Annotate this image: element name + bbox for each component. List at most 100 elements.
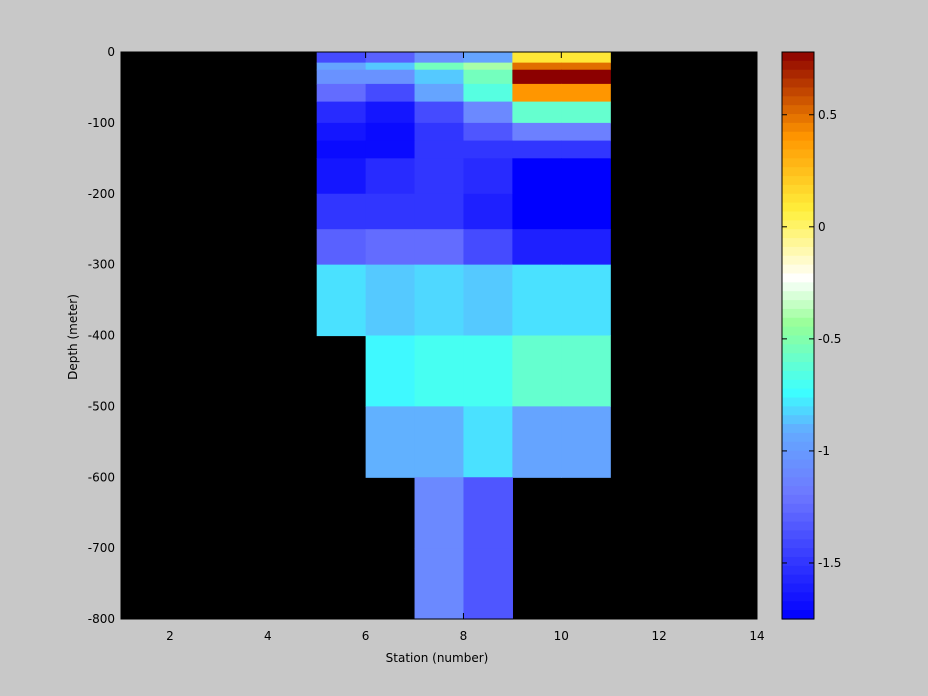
heatmap-cell [561,158,611,195]
x-tick-label: 12 [652,629,667,643]
heatmap-cell [463,122,513,142]
colorbar-step [782,60,814,71]
heatmap-cell [463,69,513,85]
colorbar-step [782,96,814,106]
heatmap-cell [512,101,562,124]
colorbar-step [782,184,814,195]
colorbar-step [782,131,814,142]
x-tick-label: 2 [166,629,174,643]
colorbar-step [782,353,814,363]
colorbar-step [782,539,814,549]
heatmap-cell [316,140,367,159]
heatmap-cell [561,335,611,407]
heatmap-cell [463,83,513,103]
heatmap-cell [365,335,416,407]
heatmap-cell [463,101,513,124]
heatmap-cell [463,406,513,478]
colorbar-step [782,300,814,310]
colorbar-tick-label: -1.5 [818,556,841,570]
heatmap-cell [512,335,562,407]
colorbar-step [782,583,814,594]
heatmap-cell [414,62,465,71]
heatmap-cell [414,229,465,266]
colorbar-step [782,459,814,469]
heatmap-cell [316,52,367,64]
heatmap-cell [414,83,465,103]
heatmap-cell [316,264,367,337]
heatmap-cell [561,69,611,85]
colorbar-step [782,503,814,514]
colorbar-step [782,477,814,487]
x-tick-label: 8 [460,629,468,643]
heatmap-cell [561,62,611,71]
heatmap-cell [512,62,562,71]
colorbar-step [782,69,814,80]
heatmap-cell [561,264,611,337]
colorbar-step [782,397,814,407]
heatmap-cell [316,83,367,103]
heatmap-cell [512,69,562,85]
colorbar-step [782,379,814,390]
colorbar-step [782,202,814,213]
heatmap-cell [463,548,513,620]
heatmap-cells [121,52,757,620]
y-axis-ticks: 0 -100 -200 -300 -400 -500 -600 -700 -800 [88,45,757,626]
colorbar-step [782,486,814,496]
colorbar-step [782,105,814,115]
heatmap-cell [561,101,611,124]
colorbar-step [782,415,814,425]
heatmap-cell [512,406,562,478]
heatmap-cell [414,406,465,478]
colorbar-step [782,140,814,151]
heatmap-cell [365,158,416,195]
colorbar-step [782,432,814,443]
colorbar-step [782,220,814,230]
colorbar-step [782,238,814,248]
heatmap-cell [414,548,465,620]
heatmap-cell [365,229,416,266]
x-axis-ticks: 2 4 6 8 10 12 14 [166,52,765,643]
colorbar-tick-label: -0.5 [818,332,841,346]
y-axis-label: Depth (meter) [66,294,80,380]
colorbar-tick-label: 0.5 [818,108,837,122]
colorbar-step [782,450,814,461]
colorbar-step [782,512,814,523]
x-axis-label: Station (number) [386,651,489,665]
plot-frame [120,51,758,620]
y-tick-label: -300 [88,258,115,272]
colorbar-step [782,122,814,133]
heatmap-cell [365,264,416,337]
heatmap-cell [414,335,465,407]
heatmap-cell [561,122,611,142]
colorbar-step [782,78,814,89]
heatmap-cell [512,264,562,337]
colorbar-step [782,167,814,177]
heatmap-cell [561,193,611,230]
y-tick-label: -800 [88,612,115,626]
colorbar-step [782,601,814,611]
heatmap-cell [463,335,513,407]
heatmap-cell [512,122,562,142]
heatmap-cell [463,229,513,266]
colorbar-step [782,308,814,319]
heatmap-cell [316,158,367,195]
heatmap-cell [512,52,562,64]
colorbar-step [782,335,814,345]
colorbar-step [782,264,814,275]
colorbar-step [782,362,814,372]
y-tick-label: -200 [88,187,115,201]
colorbar-step [782,52,814,62]
colorbar-step [782,211,814,221]
colorbar-step [782,565,814,576]
heatmap-cell [316,62,367,71]
heatmap-cell [463,264,513,337]
heatmap-cell [463,158,513,195]
heatmap-cell [414,264,465,337]
colorbar-step [782,441,814,452]
heatmap-cell [365,101,416,124]
x-tick-label: 14 [749,629,764,643]
colorbar-step [782,388,814,399]
colorbar-step [782,317,814,328]
colorbar-step [782,158,814,168]
